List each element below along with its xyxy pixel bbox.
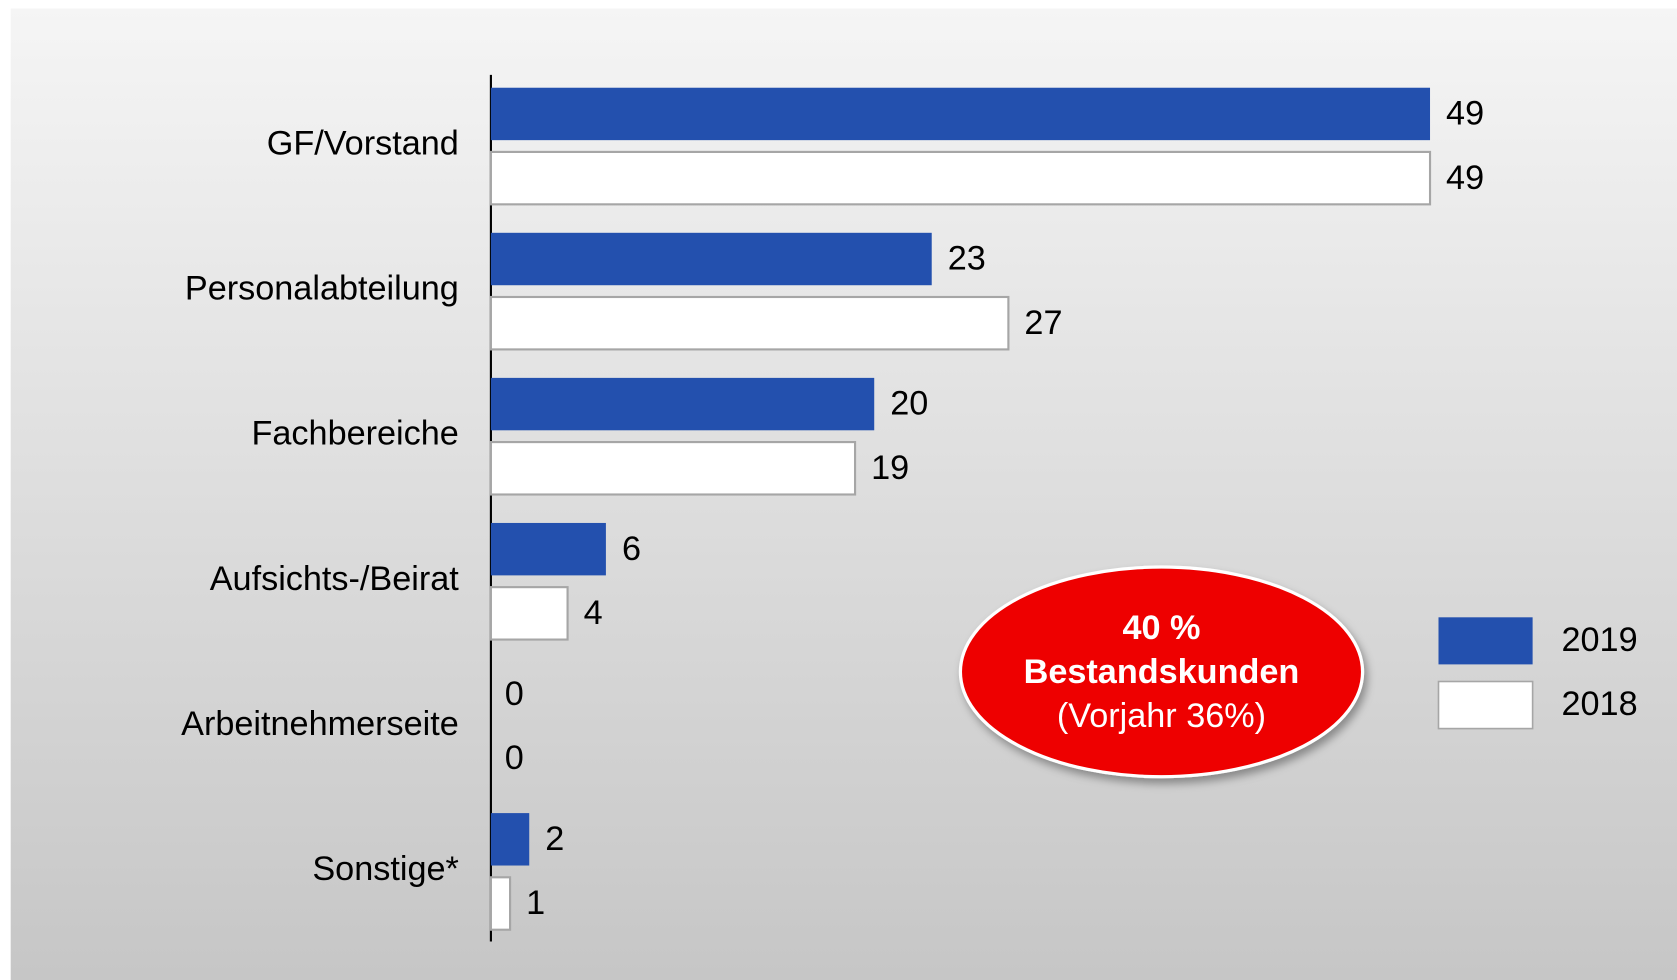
category-label: Sonstige* — [312, 850, 458, 888]
bar — [489, 586, 569, 641]
bar — [490, 813, 530, 866]
legend-label: 2019 — [1561, 621, 1637, 659]
bar — [489, 295, 1010, 351]
category-label: GF/Vorstand — [267, 125, 459, 163]
data-label: 0 — [505, 675, 524, 713]
data-label: 6 — [622, 530, 641, 568]
data-label: 49 — [1446, 159, 1484, 197]
data-label: 4 — [584, 594, 603, 632]
bar — [489, 876, 512, 931]
bar — [490, 87, 1431, 141]
annotation-text: Bestandskunden — [1024, 653, 1300, 691]
data-label: 23 — [948, 240, 986, 278]
legend-label: 2018 — [1561, 685, 1637, 723]
category-label: Fachbereiche — [252, 415, 459, 453]
legend-swatch — [1438, 617, 1533, 665]
bar — [489, 150, 1432, 206]
data-label: 1 — [526, 884, 545, 922]
annotation-text: 40 % — [1123, 609, 1201, 647]
bar — [490, 232, 932, 286]
bar — [490, 377, 875, 431]
category-label: Personalabteilung — [185, 270, 459, 308]
data-label: 27 — [1024, 304, 1062, 342]
bar — [490, 522, 606, 576]
data-label: 2 — [545, 820, 564, 858]
legend-swatch — [1437, 680, 1534, 730]
annotation-ellipse — [958, 565, 1365, 779]
data-label: 0 — [505, 739, 524, 777]
annotation: 40 % Bestandskunden (Vorjahr 36%) — [958, 565, 1365, 779]
annotation-text: (Vorjahr 36%) — [1057, 697, 1266, 735]
category-label: Aufsichts-/Beirat — [210, 560, 460, 598]
data-label: 20 — [890, 385, 928, 423]
data-label: 49 — [1446, 95, 1484, 133]
bar — [489, 441, 857, 496]
data-label: 19 — [871, 449, 909, 487]
category-label: Arbeitnehmerseite — [181, 705, 459, 743]
